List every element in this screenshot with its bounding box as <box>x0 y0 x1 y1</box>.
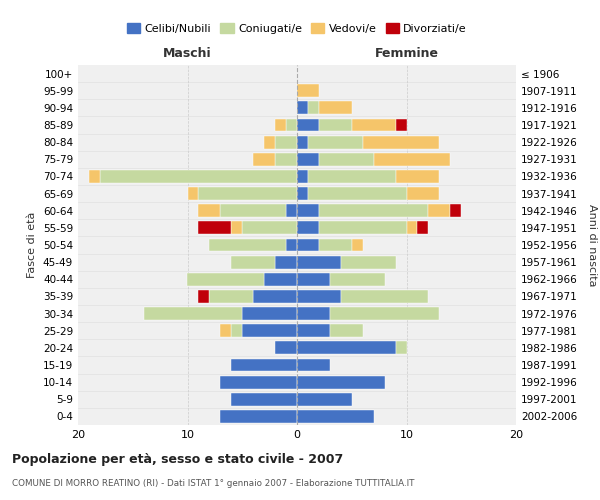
Bar <box>308 136 362 148</box>
Bar <box>297 187 308 200</box>
Bar <box>209 290 253 303</box>
Bar <box>297 307 330 320</box>
Bar <box>297 393 352 406</box>
Bar <box>275 342 297 354</box>
Bar <box>319 204 428 217</box>
Text: Popolazione per età, sesso e stato civile - 2007: Popolazione per età, sesso e stato civil… <box>12 452 343 466</box>
Bar <box>264 136 275 148</box>
Bar <box>89 170 100 183</box>
Bar <box>297 342 395 354</box>
Bar <box>199 222 232 234</box>
Bar <box>286 204 297 217</box>
Bar <box>374 153 450 166</box>
Bar <box>297 290 341 303</box>
Bar <box>232 358 297 372</box>
Bar <box>428 204 450 217</box>
Bar <box>253 290 297 303</box>
Bar <box>187 273 264 285</box>
Bar <box>297 410 374 423</box>
Bar <box>297 238 319 252</box>
Bar <box>144 307 242 320</box>
Bar <box>242 307 297 320</box>
Bar <box>297 84 319 97</box>
Bar <box>352 118 395 132</box>
Bar <box>199 290 209 303</box>
Bar <box>187 187 199 200</box>
Bar <box>308 102 319 114</box>
Bar <box>450 204 461 217</box>
Bar <box>352 238 362 252</box>
Bar <box>286 118 297 132</box>
Bar <box>341 256 395 268</box>
Bar <box>319 153 374 166</box>
Text: Maschi: Maschi <box>163 47 212 60</box>
Bar <box>253 153 275 166</box>
Bar <box>407 222 418 234</box>
Bar <box>242 324 297 337</box>
Bar <box>220 204 286 217</box>
Bar <box>100 170 297 183</box>
Bar <box>297 118 319 132</box>
Bar <box>330 273 385 285</box>
Bar <box>199 187 297 200</box>
Bar <box>275 136 297 148</box>
Bar <box>297 324 330 337</box>
Bar <box>330 324 363 337</box>
Y-axis label: Fasce di età: Fasce di età <box>28 212 37 278</box>
Bar <box>297 204 319 217</box>
Bar <box>319 102 352 114</box>
Bar <box>209 238 286 252</box>
Bar <box>319 118 352 132</box>
Bar <box>308 170 395 183</box>
Bar <box>286 238 297 252</box>
Bar <box>275 256 297 268</box>
Bar <box>220 376 297 388</box>
Bar <box>297 170 308 183</box>
Bar <box>220 324 232 337</box>
Bar <box>319 222 407 234</box>
Bar <box>297 256 341 268</box>
Bar <box>407 187 439 200</box>
Bar <box>199 204 220 217</box>
Bar <box>418 222 428 234</box>
Text: COMUNE DI MORRO REATINO (RI) - Dati ISTAT 1° gennaio 2007 - Elaborazione TUTTITA: COMUNE DI MORRO REATINO (RI) - Dati ISTA… <box>12 479 415 488</box>
Legend: Celibi/Nubili, Coniugati/e, Vedovi/e, Divorziati/e: Celibi/Nubili, Coniugati/e, Vedovi/e, Di… <box>124 20 470 38</box>
Bar <box>297 273 330 285</box>
Bar <box>297 102 308 114</box>
Bar <box>232 256 275 268</box>
Bar <box>330 307 439 320</box>
Bar <box>297 153 319 166</box>
Bar <box>362 136 439 148</box>
Bar <box>297 358 330 372</box>
Bar <box>232 222 242 234</box>
Bar <box>341 290 428 303</box>
Bar <box>395 118 407 132</box>
Bar <box>264 273 297 285</box>
Bar <box>242 222 297 234</box>
Bar <box>308 187 407 200</box>
Bar <box>275 118 286 132</box>
Bar <box>275 153 297 166</box>
Y-axis label: Anni di nascita: Anni di nascita <box>587 204 597 286</box>
Bar <box>232 393 297 406</box>
Bar <box>297 376 385 388</box>
Text: Femmine: Femmine <box>374 47 439 60</box>
Bar <box>395 342 407 354</box>
Bar <box>395 170 439 183</box>
Bar <box>232 324 242 337</box>
Bar <box>220 410 297 423</box>
Bar <box>319 238 352 252</box>
Bar <box>297 222 319 234</box>
Bar <box>297 136 308 148</box>
